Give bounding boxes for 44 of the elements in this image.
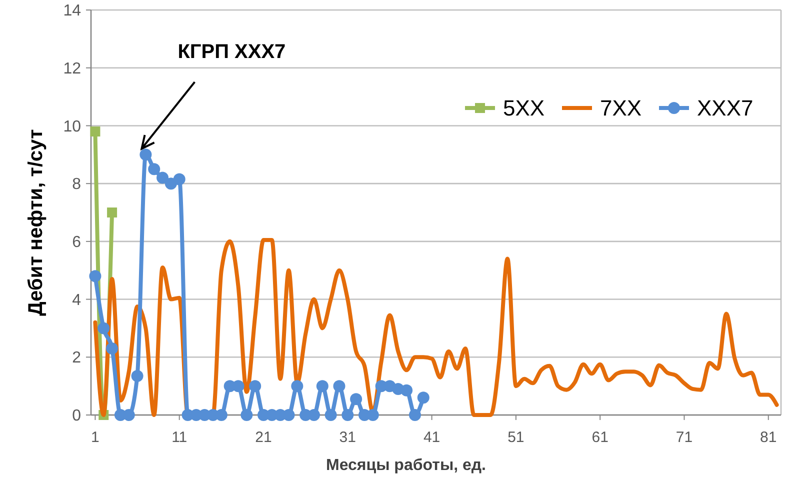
x-tick-label: 81 (760, 429, 777, 446)
y-tick-label: 6 (72, 234, 82, 252)
x-tick-label: 1 (91, 429, 100, 446)
point (90, 126, 100, 136)
legend-label: XXX7 (697, 96, 754, 121)
point (324, 409, 337, 421)
y-tick-label: 2 (72, 350, 82, 367)
point (291, 380, 304, 392)
point (408, 409, 421, 421)
x-tick-label: 11 (172, 429, 188, 446)
point (173, 173, 186, 186)
point (417, 392, 430, 404)
point (240, 409, 253, 421)
legend-label: 7XX (600, 96, 642, 121)
y-tick-label: 8 (72, 176, 82, 194)
y-axis-title: Дебит нефти, т/сут (25, 128, 47, 316)
x-tick-label: 21 (255, 429, 272, 446)
point (249, 380, 262, 392)
point (131, 370, 144, 382)
y-tick-label: 12 (63, 60, 82, 78)
point (400, 384, 413, 396)
x-tick-label: 71 (676, 429, 693, 446)
legend-label: 5XX (503, 96, 545, 121)
y-tick-label: 10 (63, 118, 82, 136)
point (342, 409, 354, 421)
x-tick-label: 41 (423, 429, 440, 446)
point (107, 208, 118, 218)
point (106, 342, 118, 354)
point (316, 380, 328, 392)
annotation: КГРП XXX7 (178, 41, 286, 63)
point (333, 380, 346, 392)
point (156, 172, 169, 184)
point (148, 163, 160, 176)
x-tick-label: 51 (508, 429, 524, 446)
y-tick-label: 4 (72, 292, 82, 309)
y-tick-label: 0 (72, 408, 82, 425)
x-axis-title: Месяцы работы, ед. (326, 457, 486, 474)
point (350, 393, 362, 406)
y-tick-label: 14 (63, 2, 82, 20)
x-tick-label: 61 (592, 429, 608, 446)
point (89, 270, 102, 282)
x-tick-label: 31 (339, 429, 356, 446)
point (140, 148, 152, 161)
point (98, 322, 110, 334)
